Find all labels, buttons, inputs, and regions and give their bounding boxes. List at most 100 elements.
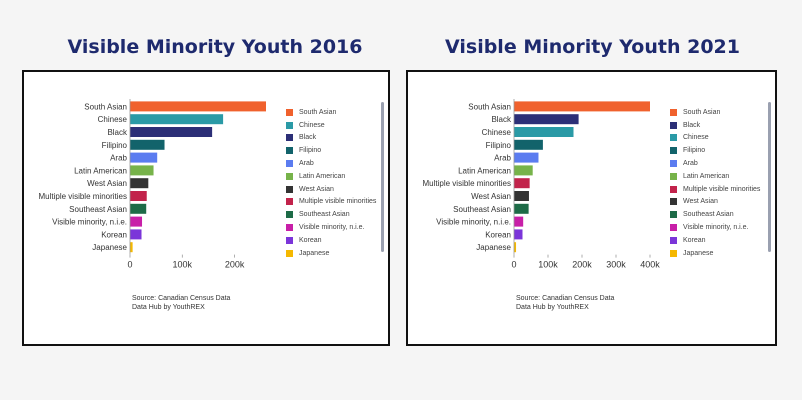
- legend-item[interactable]: Multiple visible minorities: [670, 183, 760, 196]
- legend-item[interactable]: South Asian: [670, 106, 760, 119]
- legend-label: Black: [299, 134, 317, 142]
- bar-5[interactable]: [130, 165, 154, 176]
- legend-label: Latin American: [683, 172, 730, 180]
- category-label: Black: [107, 128, 128, 137]
- chart-title-2016: Visible Minority Youth 2016: [67, 36, 363, 58]
- legend-item[interactable]: Latin American: [670, 170, 760, 183]
- legend-item[interactable]: Latin American: [286, 170, 376, 183]
- legend-swatch: [286, 236, 293, 244]
- category-label: Japanese: [92, 243, 127, 252]
- legend-label: South Asian: [683, 108, 721, 116]
- legend-label: Visible minority, n.i.e.: [683, 224, 749, 232]
- bar-chart-2021: South Asian Black Chinese Filipino Arab Latin…: [423, 99, 660, 270]
- legend-item[interactable]: Southeast Asian: [286, 208, 376, 221]
- legend-item[interactable]: Black: [286, 132, 376, 145]
- category-label: Black: [491, 115, 512, 124]
- category-label: Visible minority, n.i.e.: [52, 218, 127, 227]
- bar-8[interactable]: [514, 203, 529, 214]
- legend-swatch: [286, 224, 293, 232]
- legend-label: West Asian: [299, 185, 334, 193]
- category-label: Multiple visible minorities: [423, 179, 511, 188]
- legend-swatch: [670, 147, 677, 155]
- bar-9[interactable]: [130, 216, 143, 227]
- legend-label: Southeast Asian: [683, 211, 734, 219]
- legend-swatch: [670, 108, 677, 116]
- legend-label: Filipino: [683, 147, 706, 155]
- legend-swatch: [286, 147, 293, 155]
- bar-1[interactable]: [514, 114, 579, 125]
- bar-0[interactable]: [130, 101, 266, 112]
- legend-swatch: [286, 160, 293, 168]
- legend-swatch: [670, 172, 677, 180]
- legend-label: Visible minority, n.i.e.: [299, 224, 365, 232]
- x-tick-label: 200k: [572, 260, 592, 270]
- chart-panel-2016: South Asian Chinese Black Filipino Arab Latin…: [22, 70, 390, 346]
- legend-swatch: [286, 172, 293, 180]
- bar-2[interactable]: [130, 127, 213, 137]
- legend-item[interactable]: Multiple visible minorities: [286, 196, 376, 209]
- legend-item[interactable]: Black: [670, 119, 760, 132]
- bar-9[interactable]: [514, 216, 524, 227]
- legend-item[interactable]: Southeast Asian: [670, 208, 760, 221]
- legend-item[interactable]: Korean: [670, 234, 760, 247]
- legend-scrollbar[interactable]: [768, 102, 771, 252]
- legend-label: Southeast Asian: [299, 211, 350, 219]
- legend-label: Multiple visible minorities: [299, 198, 377, 206]
- legend-swatch: [286, 108, 293, 116]
- legend-label: Arab: [299, 160, 314, 168]
- bar-1[interactable]: [130, 114, 224, 125]
- legend-swatch: [286, 121, 293, 129]
- legend-item[interactable]: Arab: [286, 157, 376, 170]
- legend-scrollbar[interactable]: [381, 102, 384, 252]
- bar-7[interactable]: [130, 191, 147, 201]
- bar-4[interactable]: [514, 152, 539, 163]
- legend-swatch: [286, 185, 293, 193]
- bar-3[interactable]: [130, 139, 165, 150]
- bar-10[interactable]: [514, 229, 523, 240]
- legend-item[interactable]: West Asian: [670, 196, 760, 209]
- legend-swatch: [670, 236, 677, 244]
- legend-item[interactable]: South Asian: [286, 106, 376, 119]
- x-tick-label: 200k: [225, 260, 245, 270]
- legend-item[interactable]: Chinese: [670, 132, 760, 145]
- legend-item[interactable]: Visible minority, n.i.e.: [286, 221, 376, 234]
- bar-8[interactable]: [130, 203, 147, 214]
- category-label: South Asian: [468, 102, 511, 111]
- legend-item[interactable]: Chinese: [286, 119, 376, 132]
- legend-2021: South Asian Black Chinese Filipino Arab Latin…: [670, 106, 760, 260]
- category-label: Visible minority, n.i.e.: [436, 218, 511, 227]
- credit-line: Data Hub by YouthREX: [132, 304, 205, 311]
- legend-label: West Asian: [683, 198, 718, 206]
- category-label: Korean: [485, 230, 511, 239]
- x-tick-label: 0: [127, 260, 132, 270]
- bar-0[interactable]: [514, 101, 650, 112]
- bar-11[interactable]: [130, 242, 133, 253]
- bar-11[interactable]: [514, 242, 517, 253]
- bar-6[interactable]: [514, 178, 530, 189]
- legend-item[interactable]: West Asian: [286, 183, 376, 196]
- legend-swatch: [286, 198, 293, 206]
- legend-item[interactable]: Visible minority, n.i.e.: [670, 221, 760, 234]
- legend-item[interactable]: Japanese: [670, 247, 760, 260]
- bar-3[interactable]: [514, 139, 543, 150]
- legend-item[interactable]: Japanese: [286, 247, 376, 260]
- legend-item[interactable]: Filipino: [670, 144, 760, 157]
- category-label: Latin American: [74, 166, 127, 175]
- bar-4[interactable]: [130, 152, 158, 163]
- legend-item[interactable]: Korean: [286, 234, 376, 247]
- bar-7[interactable]: [514, 191, 529, 201]
- bar-10[interactable]: [130, 229, 142, 240]
- legend-label: Chinese: [683, 134, 709, 142]
- legend-label: Filipino: [299, 147, 322, 155]
- category-label: Multiple visible minorities: [39, 192, 127, 201]
- bar-2[interactable]: [514, 127, 574, 137]
- bar-5[interactable]: [514, 165, 533, 176]
- bar-chart-2016: South Asian Chinese Black Filipino Arab Latin…: [39, 99, 266, 270]
- bar-6[interactable]: [130, 178, 149, 189]
- chart-panel-2021: South Asian Black Chinese Filipino Arab Latin…: [406, 70, 777, 346]
- legend-item[interactable]: Arab: [670, 157, 760, 170]
- legend-item[interactable]: Filipino: [286, 144, 376, 157]
- legend-2016: South Asian Chinese Black Filipino Arab Latin…: [286, 106, 376, 260]
- category-label: South Asian: [84, 102, 127, 111]
- category-label: Filipino: [102, 141, 128, 150]
